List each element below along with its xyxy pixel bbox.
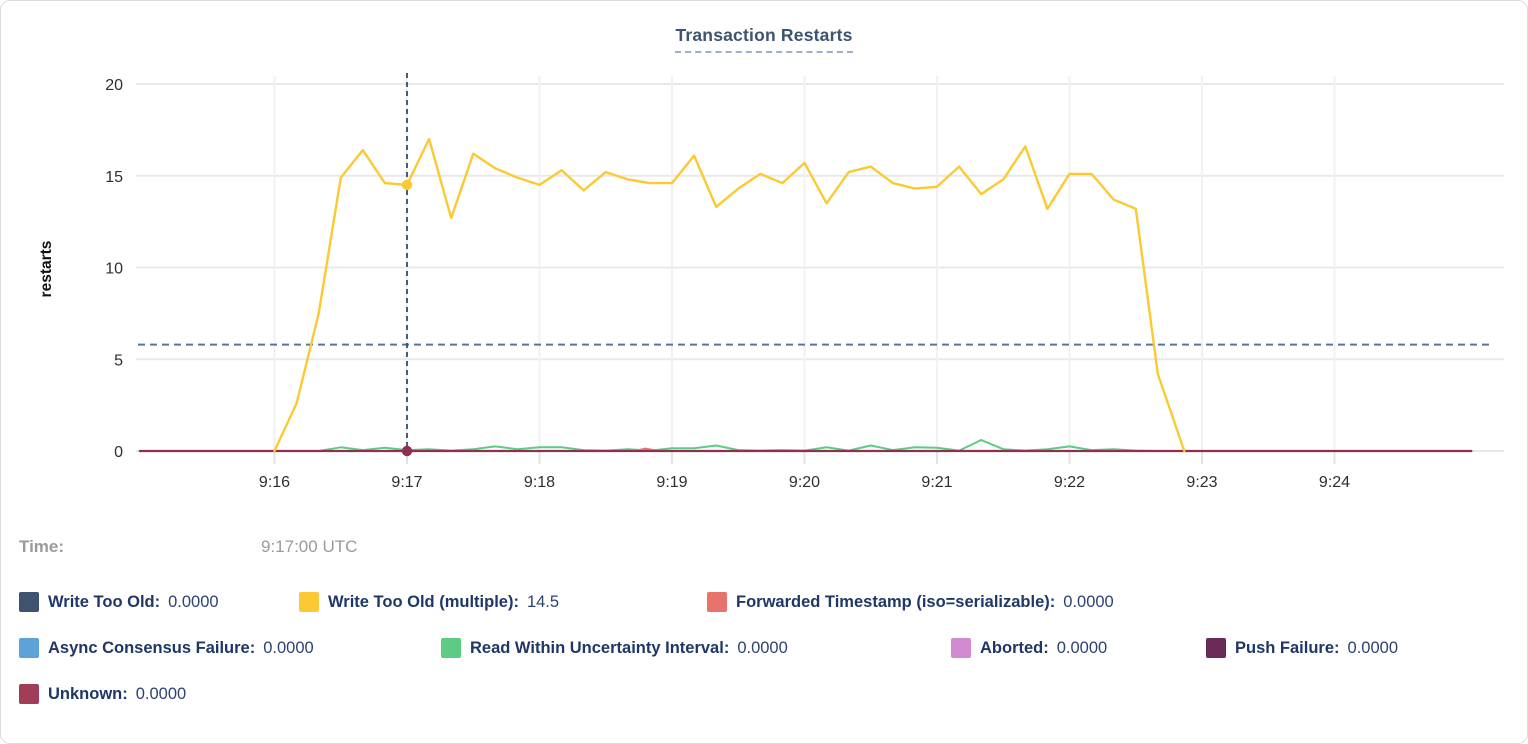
y-axis-title: restarts xyxy=(38,241,55,298)
legend-item-write-too-old: Write Too Old: 0.0000 xyxy=(19,592,299,612)
time-label: Time: xyxy=(19,537,65,556)
legend-label: Unknown: xyxy=(48,684,128,703)
legend-item-forwarded-timestamp: Forwarded Timestamp (iso=serializable): 0… xyxy=(707,592,1114,612)
crosshair-dot-unknown xyxy=(401,445,413,457)
time-value: 9:17:00 UTC xyxy=(261,537,358,556)
x-tick-label: 9:16 xyxy=(259,474,290,491)
series-line-read-within-uncertainty-interval xyxy=(317,439,1159,452)
x-tick-label: 9:18 xyxy=(524,474,555,491)
y-tick-label: 10 xyxy=(105,261,123,278)
y-tick-label: 0 xyxy=(114,444,123,461)
aborted-swatch-icon xyxy=(951,638,971,658)
legend-value: 0.0000 xyxy=(263,638,314,657)
x-tick-label: 9:19 xyxy=(656,474,687,491)
x-tick-label: 9:17 xyxy=(391,474,422,491)
write-too-old-multiple-swatch-icon xyxy=(299,592,319,612)
x-tick-label: 9:20 xyxy=(789,474,820,491)
chart-legend: Write Too Old: 0.0000 Write Too Old (multi… xyxy=(19,591,1513,729)
write-too-old-swatch-icon xyxy=(19,592,39,612)
legend-value: 14.5 xyxy=(526,592,560,611)
legend-value: 0.0000 xyxy=(737,638,788,657)
read-within-uncertainty-interval-swatch-icon xyxy=(441,638,461,658)
y-tick-label: 5 xyxy=(114,352,123,369)
legend-label: Async Consensus Failure: xyxy=(48,638,256,657)
legend-label: Read Within Uncertainty Interval: xyxy=(470,638,730,657)
push-failure-swatch-icon xyxy=(1206,638,1226,658)
chart-title[interactable]: Transaction Restarts xyxy=(675,25,853,53)
legend-item-async-consensus-failure: Async Consensus Failure: 0.0000 xyxy=(19,638,441,658)
transaction-restarts-chart[interactable]: 0 5 10 15 20 9:16 9:17 9:18 9:19 9:20 9:21 9:22 9:23… xyxy=(1,1,1528,513)
legend-item-read-within-uncertainty-interval: Read Within Uncertainty Interval: 0.0000 xyxy=(441,638,951,658)
legend-value: 0.0000 xyxy=(1063,592,1114,611)
legend-label: Write Too Old: xyxy=(48,592,161,611)
legend-label: Write Too Old (multiple): xyxy=(328,592,519,611)
legend-item-write-too-old-multiple: Write Too Old (multiple): 14.5 xyxy=(299,592,707,612)
y-tick-label: 20 xyxy=(105,77,123,94)
legend-row: Write Too Old: 0.0000 Write Too Old (multi… xyxy=(19,591,1513,613)
legend-label: Aborted: xyxy=(980,638,1049,657)
x-tick-label: 9:24 xyxy=(1319,474,1350,491)
legend-item-unknown: Unknown: 0.0000 xyxy=(19,684,186,704)
legend-row: Unknown: 0.0000 xyxy=(19,683,1513,705)
legend-value: 0.0000 xyxy=(1056,638,1108,657)
legend-value: 0.0000 xyxy=(168,592,219,611)
x-tick-label: 9:21 xyxy=(921,474,952,491)
legend-label: Push Failure: xyxy=(1235,638,1340,657)
y-tick-label: 15 xyxy=(105,169,123,186)
series-line-write-too-old-multiple xyxy=(273,137,1186,453)
legend-item-push-failure: Push Failure: 0.0000 xyxy=(1206,638,1398,658)
legend-row: Async Consensus Failure: 0.0000 Read Withi… xyxy=(19,637,1513,659)
legend-value: 0.0000 xyxy=(135,684,187,703)
crosshair-dot-write-too-old-multiple xyxy=(401,179,413,191)
async-consensus-failure-swatch-icon xyxy=(19,638,39,658)
forwarded-timestamp-swatch-icon xyxy=(707,592,727,612)
legend-value: 0.0000 xyxy=(1347,638,1398,657)
unknown-swatch-icon xyxy=(19,684,39,704)
x-tick-label: 9:22 xyxy=(1054,474,1085,491)
legend-item-aborted: Aborted: 0.0000 xyxy=(951,638,1206,658)
tooltip-time-row: Time: 9:17:00 UTC xyxy=(19,537,357,557)
x-tick-label: 9:23 xyxy=(1186,474,1217,491)
chart-title-wrap: Transaction Restarts xyxy=(1,25,1527,53)
legend-label: Forwarded Timestamp (iso=serializable): xyxy=(736,592,1056,611)
